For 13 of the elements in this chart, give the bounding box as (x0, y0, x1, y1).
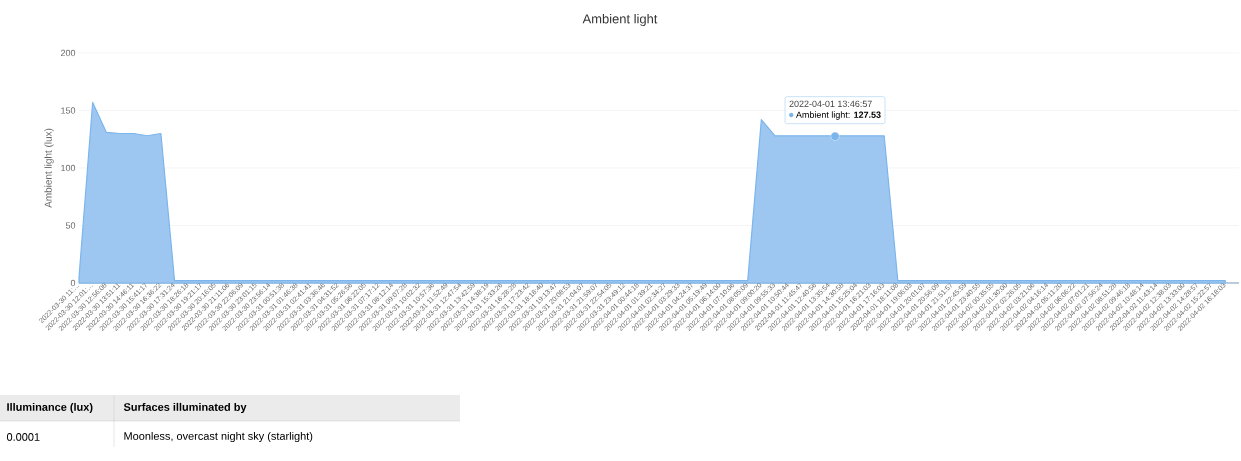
y-tick-label: 100 (61, 164, 76, 172)
text: Surfaces illuminated by (123, 402, 247, 414)
annotation: 2022-04-01 13:46:57 (789, 100, 872, 107)
text: Moonless, overcast night sky (starlight) (124, 431, 313, 443)
chart-title: Ambient light (582, 13, 658, 27)
annotation: Ambient light: 127.53 (795, 111, 881, 120)
y-tick-label: 200 (60, 49, 76, 57)
text: 0.0001 (6, 433, 40, 441)
y-axis-title: Ambient light (lux) (44, 128, 54, 208)
y-tick-label: 50 (65, 222, 76, 229)
y-tick-label: 150 (61, 107, 76, 114)
text: Illuminance (lux) (7, 402, 93, 414)
y-tick-label: 0 (70, 279, 76, 287)
